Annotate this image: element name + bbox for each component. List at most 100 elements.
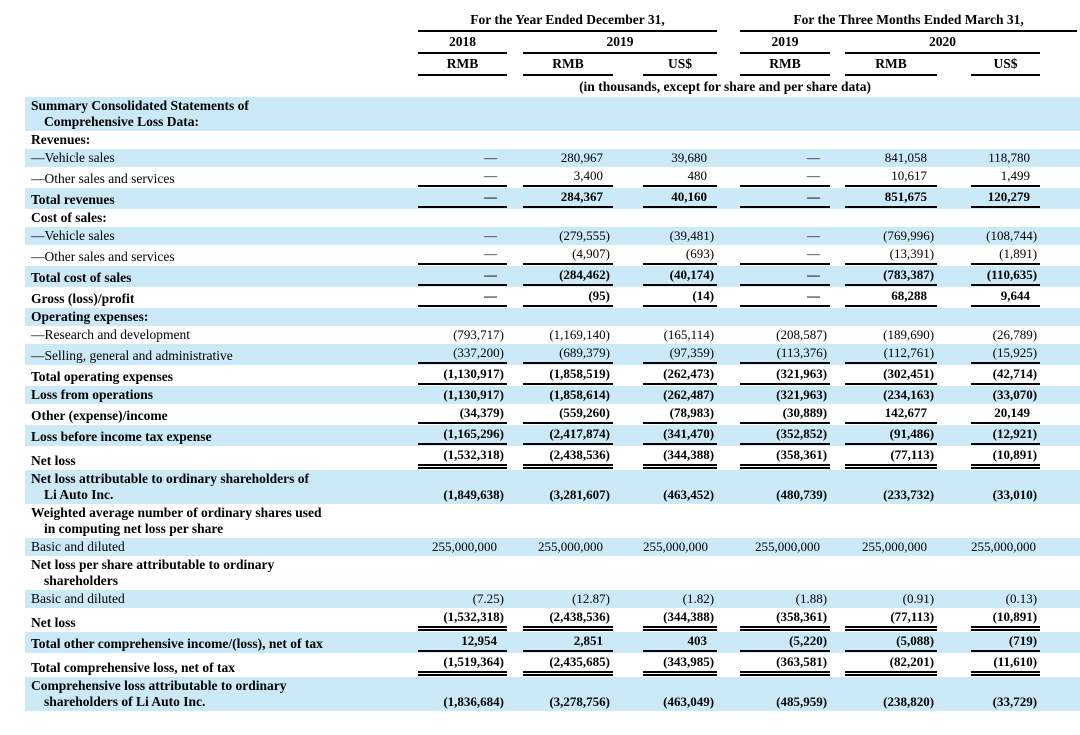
cell-value: (1,130,917) <box>443 366 504 381</box>
row-label-line: Total comprehensive loss, net of tax <box>31 660 235 675</box>
row-label-line: —Vehicle sales <box>31 228 115 243</box>
currency-cell: RMB <box>830 55 938 77</box>
value-cell <box>410 556 507 590</box>
cell-value: (33,010) <box>992 487 1038 502</box>
cell-value: (33,070) <box>992 387 1038 402</box>
row-spacer <box>1040 386 1080 404</box>
row-label: Basic and diluted <box>25 590 410 608</box>
row-label: Gross (loss)/profit <box>25 287 410 308</box>
row-label-line: Net loss <box>31 453 76 468</box>
row-label-line: Revenues: <box>31 132 91 147</box>
value-cell <box>830 308 938 326</box>
currency-label: RMB <box>845 56 938 76</box>
cell-value: (110,635) <box>986 267 1038 282</box>
cell-value: (78,983) <box>669 405 715 420</box>
row-label-line: Loss from operations <box>31 387 154 402</box>
value-cell: — <box>717 188 831 209</box>
cell-value: (108,744) <box>986 228 1038 243</box>
table-row: Loss before income tax expense (1,165,296… <box>25 425 1080 446</box>
cell-value: — <box>484 189 497 204</box>
cell-value: (693) <box>685 246 715 261</box>
value-cell: — <box>717 227 831 245</box>
currency-cell: RMB <box>410 55 507 77</box>
value-cell: (10,891) <box>937 446 1041 470</box>
cell-value: 10,617 <box>891 168 928 183</box>
value-cell <box>613 209 717 227</box>
cell-value: (5,220) <box>789 633 828 648</box>
cell-value: (1.88) <box>795 591 828 606</box>
row-spacer <box>1040 266 1080 287</box>
header-spacer <box>1040 33 1080 55</box>
value-cell <box>717 97 831 131</box>
row-spacer <box>1040 209 1080 227</box>
cell-value: 255,000,000 <box>971 539 1037 554</box>
value-cell <box>507 131 613 149</box>
value-cell: (302,451) <box>830 365 938 386</box>
cell-value: (321,963) <box>776 387 828 402</box>
row-spacer <box>1040 326 1080 344</box>
cell-value: 284,367 <box>560 189 603 204</box>
row-spacer <box>1040 188 1080 209</box>
cell-value: — <box>807 246 821 261</box>
currency-cell: RMB <box>717 55 831 77</box>
value-cell: (234,163) <box>830 386 938 404</box>
value-cell: (13,391) <box>830 245 938 266</box>
cell-value: 120,279 <box>987 189 1031 204</box>
value-cell: 841,058 <box>830 149 938 167</box>
value-cell: (77,113) <box>830 446 938 470</box>
table-row: —Vehicle sales — 280,967 39,680 — 841,058 118,… <box>25 149 1080 167</box>
value-cell: — <box>410 188 507 209</box>
cell-value: — <box>484 288 497 303</box>
cell-value: (12,921) <box>992 426 1038 441</box>
cell-value: (262,473) <box>663 366 715 381</box>
cell-value: — <box>484 246 497 261</box>
value-cell: (77,113) <box>830 608 938 632</box>
row-label-line: Basic and diluted <box>31 591 125 606</box>
currency-cell: US$ <box>613 55 718 77</box>
cell-value: (793,717) <box>453 327 504 342</box>
row-label-line: Li Auto Inc. <box>44 487 114 502</box>
row-spacer <box>1040 556 1080 590</box>
header-group-row: For the Year Ended December 31, For the … <box>25 6 1080 33</box>
row-label-line: Loss before income tax expense <box>31 429 212 444</box>
row-label-line: Basic and diluted <box>31 539 125 554</box>
value-cell: (358,361) <box>717 446 831 470</box>
cell-value: 20,149 <box>994 405 1031 420</box>
value-cell: 12,954 <box>410 632 507 653</box>
row-label-line: shareholders <box>44 573 119 588</box>
cell-value: — <box>484 267 497 282</box>
value-cell: (485,959) <box>717 677 831 711</box>
cell-value: 280,967 <box>560 150 603 165</box>
value-cell <box>507 556 613 590</box>
value-cell <box>507 308 613 326</box>
value-cell: (110,635) <box>937 266 1041 287</box>
cell-value: (337,200) <box>453 345 504 360</box>
value-cell: (97,359) <box>613 344 718 365</box>
value-cell: (1.88) <box>717 590 831 608</box>
value-cell <box>830 131 937 149</box>
value-cell: (689,379) <box>507 344 613 365</box>
header-spacer <box>1040 55 1080 77</box>
cell-value: 9,644 <box>1000 288 1031 303</box>
cell-value: (358,361) <box>776 609 828 624</box>
row-spacer <box>1040 167 1080 188</box>
value-cell <box>717 131 830 149</box>
currency-cell: US$ <box>937 55 1041 77</box>
table-row: Net loss (1,532,318) (2,438,536) (344,388) (… <box>25 608 1080 632</box>
row-label: Other (expense)/income <box>25 404 410 425</box>
value-cell: (1,169,140) <box>507 326 613 344</box>
cell-value: (1,532,318) <box>443 447 504 462</box>
cell-value: — <box>807 150 821 165</box>
value-cell: (463,049) <box>613 677 718 711</box>
header-year-2019: 2019 <box>507 33 718 55</box>
cell-value: 1,499 <box>1000 168 1031 183</box>
value-cell: (7.25) <box>410 590 507 608</box>
value-cell: (14) <box>613 287 718 308</box>
value-cell: 3,400 <box>507 167 613 188</box>
row-label: Comprehensive loss attributable to ordin… <box>25 677 410 711</box>
value-cell <box>937 504 1040 538</box>
currency-cell: RMB <box>507 55 613 77</box>
row-spacer <box>1040 149 1080 167</box>
cell-value: 403 <box>687 633 708 648</box>
header-year-2019q: 2019 <box>717 33 831 55</box>
